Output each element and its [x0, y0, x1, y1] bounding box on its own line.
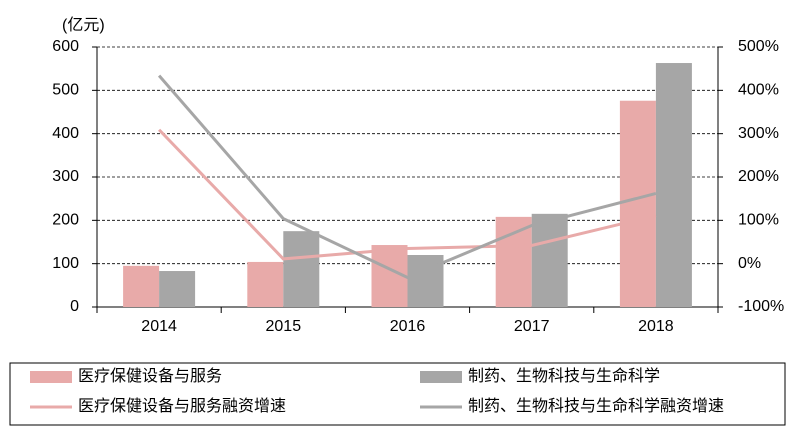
bar: [407, 255, 444, 307]
legend-label: 制药、生物科技与生命科学融资增速: [468, 397, 724, 415]
y2-tick-label: 0%: [738, 255, 761, 272]
x-tick-label: 2018: [638, 318, 674, 335]
legend-label: 医疗保健设备与服务融资增速: [78, 397, 286, 415]
y-tick-label: 200: [52, 212, 79, 229]
y2-tick-label: 200%: [738, 168, 779, 185]
bar: [247, 261, 284, 307]
y-tick-label: 100: [52, 255, 79, 272]
y-tick-label: 300: [52, 168, 79, 185]
y-tick-label: 400: [52, 125, 79, 142]
x-tick-label: 2014: [141, 318, 177, 335]
legend-label: 医疗保健设备与服务: [78, 367, 222, 385]
y-tick-label: 600: [52, 38, 79, 55]
y-tick-label: 0: [70, 298, 79, 315]
y2-tick-label: -100%: [738, 298, 784, 315]
y2-tick-label: 300%: [738, 125, 779, 142]
y-tick-label: 500: [52, 82, 79, 99]
y-unit-label: (亿元): [62, 16, 105, 34]
y2-tick-label: 500%: [738, 38, 779, 55]
bar: [159, 271, 196, 307]
bar: [123, 265, 160, 307]
bar: [619, 100, 656, 307]
legend-label: 制药、生物科技与生命科学: [468, 367, 660, 385]
y2-tick-label: 100%: [738, 212, 779, 229]
bar: [655, 63, 692, 308]
legend-swatch: [420, 371, 462, 383]
bar: [531, 213, 568, 307]
x-tick-label: 2016: [390, 318, 426, 335]
x-tick-label: 2017: [514, 318, 550, 335]
legend-swatch: [30, 371, 72, 383]
y2-tick-label: 400%: [738, 82, 779, 99]
bar: [495, 216, 532, 307]
line: [157, 74, 657, 280]
line: [158, 128, 657, 261]
x-tick-label: 2015: [266, 318, 302, 335]
legend-box: [9, 362, 786, 426]
bar: [283, 231, 320, 307]
